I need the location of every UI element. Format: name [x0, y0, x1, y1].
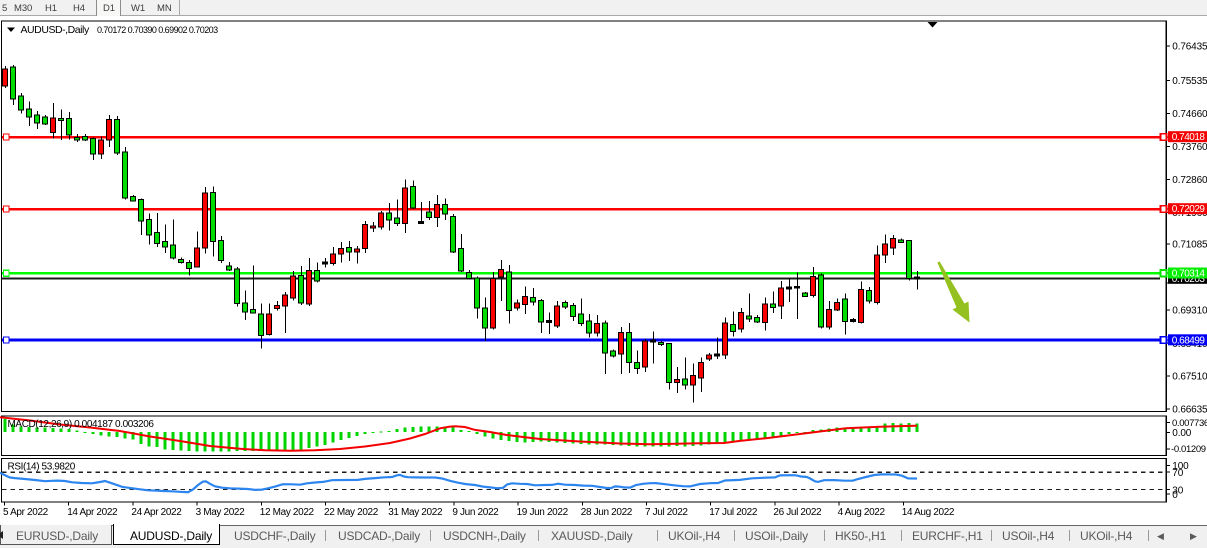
svg-text:-0.01209: -0.01209: [1171, 444, 1206, 455]
svg-text:30: 30: [1172, 486, 1183, 497]
svg-text:0.70314: 0.70314: [1172, 269, 1206, 280]
svg-text:28 Jun 2022: 28 Jun 2022: [581, 507, 633, 518]
svg-text:0.00: 0.00: [1172, 428, 1191, 439]
svg-text:3 May 2022: 3 May 2022: [196, 507, 246, 518]
svg-text:22 May 2022: 22 May 2022: [324, 507, 379, 518]
svg-text:0.70172 0.70390 0.69902 0.7020: 0.70172 0.70390 0.69902 0.70203: [97, 25, 218, 35]
svg-text:0.72029: 0.72029: [1172, 204, 1206, 215]
svg-text:31 May 2022: 31 May 2022: [388, 507, 443, 518]
svg-text:0: 0: [1172, 490, 1178, 501]
svg-text:14 Aug 2022: 14 Aug 2022: [902, 507, 955, 518]
svg-text:12 May 2022: 12 May 2022: [260, 507, 315, 518]
svg-text:9 Jun 2022: 9 Jun 2022: [452, 507, 499, 518]
svg-text:0.74660: 0.74660: [1172, 109, 1207, 120]
svg-text:0.66635: 0.66635: [1172, 405, 1207, 416]
svg-text:5 Apr 2022: 5 Apr 2022: [3, 507, 49, 518]
svg-text:7 Jul 2022: 7 Jul 2022: [645, 507, 688, 518]
svg-text:0.70203: 0.70203: [1172, 274, 1206, 285]
svg-text:AUDUSD-,Daily: AUDUSD-,Daily: [21, 24, 90, 36]
svg-text:MACD(12,26,9) 0.004187 0.00320: MACD(12,26,9) 0.004187 0.003206: [8, 419, 155, 430]
svg-text:0.68499: 0.68499: [1172, 335, 1206, 346]
svg-text:100: 100: [1172, 461, 1189, 472]
svg-text:0.007736: 0.007736: [1172, 418, 1207, 429]
svg-text:17 Jul 2022: 17 Jul 2022: [709, 507, 758, 518]
svg-text:0.69310: 0.69310: [1172, 306, 1207, 317]
svg-text:24 Apr 2022: 24 Apr 2022: [131, 507, 182, 518]
svg-text:0.75535: 0.75535: [1172, 76, 1207, 87]
svg-text:0.76435: 0.76435: [1172, 42, 1207, 53]
svg-text:70: 70: [1172, 468, 1183, 479]
svg-text:26 Jul 2022: 26 Jul 2022: [773, 507, 822, 518]
svg-text:19 Jun 2022: 19 Jun 2022: [517, 507, 569, 518]
svg-text:14 Apr 2022: 14 Apr 2022: [67, 507, 118, 518]
svg-text:0.67510: 0.67510: [1172, 372, 1207, 383]
svg-text:0.71085: 0.71085: [1172, 240, 1207, 251]
svg-text:0.72860: 0.72860: [1172, 175, 1207, 186]
svg-text:4 Aug 2022: 4 Aug 2022: [838, 507, 886, 518]
svg-text:RSI(14) 53.9820: RSI(14) 53.9820: [8, 461, 76, 472]
svg-text:0.73760: 0.73760: [1172, 142, 1207, 153]
svg-text:0.74018: 0.74018: [1172, 132, 1206, 143]
